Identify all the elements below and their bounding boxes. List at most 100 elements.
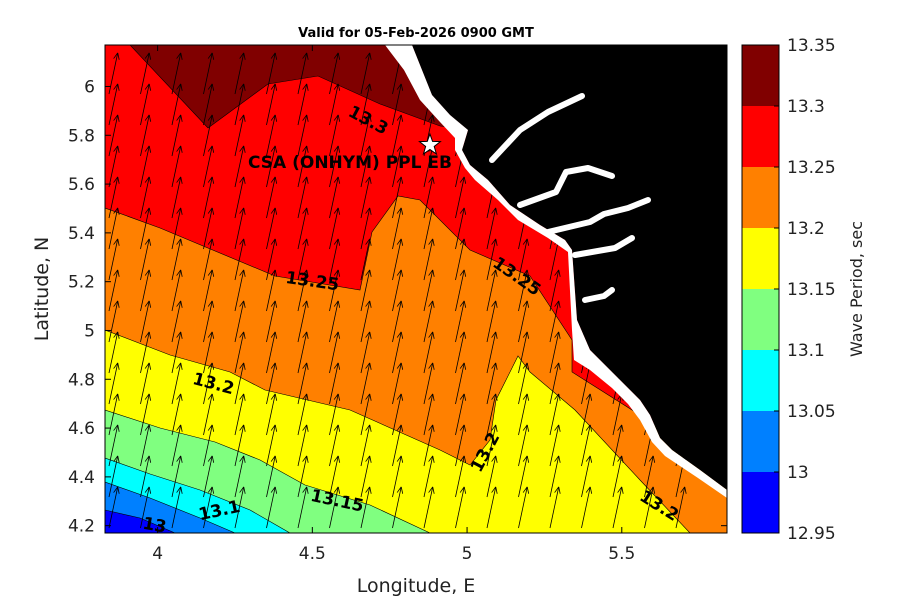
wave-arrow <box>360 393 372 436</box>
wave-arrow <box>171 52 183 95</box>
wave-arrow <box>392 207 404 250</box>
wave-arrow <box>392 269 404 312</box>
wave-arrow <box>297 238 309 281</box>
wave-arrow <box>140 114 152 157</box>
wave-arrow <box>234 300 246 343</box>
wave-arrow <box>266 300 278 343</box>
wave-arrow <box>518 269 530 312</box>
wave-arrow <box>234 238 246 281</box>
wave-arrow <box>140 238 152 281</box>
plot-area: 13.313.25 13.2513.213.213.213.1513.113CSA… <box>105 45 727 533</box>
wave-arrow <box>329 455 341 498</box>
wave-arrow <box>140 145 152 188</box>
wave-arrow <box>486 238 498 281</box>
wave-arrow <box>486 455 498 498</box>
y-tick-label: 5.2 <box>68 273 95 293</box>
wave-arrow <box>360 238 372 281</box>
wave-arrow <box>329 362 341 405</box>
wave-arrow <box>455 455 467 498</box>
wave-arrow <box>266 393 278 436</box>
wave-arrow <box>518 486 530 529</box>
wave-arrow <box>266 176 278 219</box>
wave-arrow <box>581 424 593 467</box>
wave-arrow <box>612 424 624 467</box>
wave-arrow <box>581 486 593 529</box>
colorbar: 12.95 13 13.05 13.1 13.15 13.2 13.25 13.3 13.35 <box>741 36 836 544</box>
wave-arrow <box>423 362 435 405</box>
wave-arrow <box>140 362 152 405</box>
wave-arrow <box>392 393 404 436</box>
wave-arrow <box>266 83 278 126</box>
wave-arrow <box>329 486 341 529</box>
wave-arrow <box>423 486 435 529</box>
wave-arrow <box>455 486 467 529</box>
wave-arrow <box>486 269 498 312</box>
y-tick-label: 4.6 <box>68 419 95 439</box>
wave-arrow <box>486 486 498 529</box>
wave-arrow <box>171 300 183 343</box>
x-tick-label: 5.5 <box>608 544 635 564</box>
wave-arrow <box>203 238 215 281</box>
wave-arrow <box>171 362 183 405</box>
x-axis-label: Longitude, E <box>357 575 476 597</box>
colorbar-segment <box>742 106 779 167</box>
colorbar-segment <box>742 350 779 411</box>
wave-arrow <box>455 300 467 343</box>
wave-arrow <box>234 393 246 436</box>
wave-arrow <box>360 114 372 157</box>
wave-arrow <box>360 176 372 219</box>
colorbar-segment <box>742 289 779 350</box>
y-tick-label: 5.4 <box>68 224 95 244</box>
wave-arrow <box>297 362 309 405</box>
wave-arrow <box>360 300 372 343</box>
wave-arrow <box>108 424 120 467</box>
wave-arrow <box>266 52 278 95</box>
wave-arrow <box>455 238 467 281</box>
wave-arrow <box>203 114 215 157</box>
y-tick-label: 5 <box>84 321 95 341</box>
wave-arrow <box>360 331 372 374</box>
wave-arrow <box>266 331 278 374</box>
wave-arrow <box>266 486 278 529</box>
wave-arrow <box>203 52 215 95</box>
y-tick-label: 4.8 <box>68 370 95 390</box>
wave-arrow <box>108 455 120 498</box>
wave-arrow <box>266 207 278 250</box>
wave-arrow <box>108 176 120 219</box>
wave-arrow <box>297 269 309 312</box>
land-mass <box>412 45 727 490</box>
wave-arrow <box>675 486 687 529</box>
wave-arrow <box>423 238 435 281</box>
wave-arrow <box>203 331 215 374</box>
wave-arrow <box>266 238 278 281</box>
wave-arrow <box>423 455 435 498</box>
wave-arrow <box>329 207 341 250</box>
wave-arrow <box>171 176 183 219</box>
wave-arrow <box>297 114 309 157</box>
wave-arrow <box>140 300 152 343</box>
creek <box>582 287 615 303</box>
wave-arrow <box>266 269 278 312</box>
wave-arrow <box>392 176 404 219</box>
colorbar-segment <box>742 411 779 472</box>
wave-arrow <box>266 362 278 405</box>
wave-arrow <box>486 300 498 343</box>
wave-arrow <box>486 207 498 250</box>
wave-arrow <box>360 486 372 529</box>
colorbar-segment <box>742 472 779 533</box>
x-tick-label: 4.5 <box>299 544 326 564</box>
colorbar-tick-label: 13.3 <box>787 97 825 117</box>
wave-arrow <box>486 393 498 436</box>
wave-arrow <box>423 207 435 250</box>
wave-arrow <box>140 83 152 126</box>
wave-arrow <box>171 238 183 281</box>
wave-arrow <box>360 362 372 405</box>
colorbar-tick-label: 13.15 <box>787 280 836 300</box>
y-tick-label: 4.4 <box>68 468 95 488</box>
wave-direction-arrows <box>108 52 687 529</box>
wave-arrow <box>140 486 152 529</box>
wave-arrow <box>360 424 372 467</box>
wave-arrow <box>140 52 152 95</box>
wave-arrow <box>329 424 341 467</box>
creek <box>517 165 615 208</box>
